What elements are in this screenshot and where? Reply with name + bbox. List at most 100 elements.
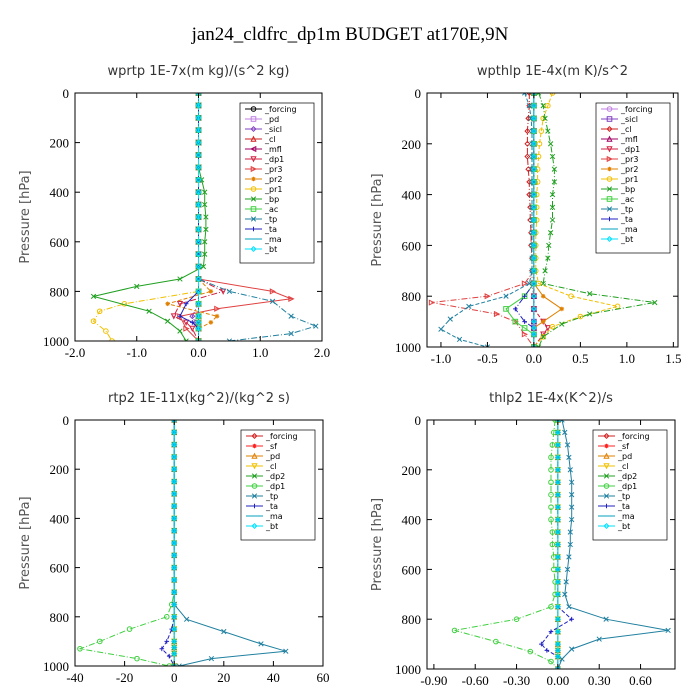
legend-marker bbox=[250, 156, 257, 163]
data-point bbox=[563, 579, 569, 585]
legend-marker bbox=[252, 443, 257, 449]
legend-marker bbox=[250, 145, 257, 153]
data-point bbox=[554, 479, 561, 486]
legend: _forcing_sf_pd_cl_dp2_dp1_tp_ta_ma_bt bbox=[240, 429, 316, 541]
data-point bbox=[554, 616, 561, 623]
data-point bbox=[548, 629, 554, 634]
data-point bbox=[183, 325, 190, 332]
legend-box bbox=[240, 429, 316, 541]
data-point bbox=[163, 614, 170, 620]
data-point bbox=[134, 655, 140, 662]
legend-label: _mfl bbox=[264, 145, 282, 154]
data-point bbox=[530, 255, 537, 262]
data-point bbox=[202, 201, 208, 208]
legend-label: _cl bbox=[265, 462, 277, 471]
legend-label: _dp1 bbox=[620, 145, 640, 154]
data-point bbox=[521, 331, 529, 338]
data-point bbox=[159, 646, 165, 652]
data-point bbox=[554, 466, 561, 473]
legend-label: _pr2 bbox=[620, 165, 638, 174]
data-point bbox=[288, 330, 294, 337]
legend-label: _cl bbox=[264, 135, 276, 144]
y-tick-label: 600 bbox=[50, 235, 70, 250]
data-point bbox=[577, 313, 584, 320]
data-point bbox=[288, 295, 295, 302]
x-tick-label: -20 bbox=[116, 670, 133, 685]
data-point bbox=[90, 318, 97, 324]
legend-label: _cl bbox=[617, 462, 629, 471]
data-point bbox=[554, 441, 561, 448]
data-point bbox=[195, 127, 202, 134]
data-point bbox=[538, 128, 545, 134]
data-point bbox=[530, 178, 537, 185]
data-point bbox=[493, 638, 499, 645]
legend-label: _bt bbox=[620, 235, 633, 244]
panel-3: rtp2 1E-11x(kg^2)/(kg^2 s) Pressure [hPa]… bbox=[18, 391, 330, 685]
data-point bbox=[530, 204, 537, 211]
data-point bbox=[554, 529, 561, 536]
data-point bbox=[171, 601, 178, 608]
legend-label: _sicl bbox=[264, 125, 282, 134]
data-point bbox=[171, 503, 178, 510]
y-tick-label: 800 bbox=[50, 610, 70, 625]
legend-marker bbox=[250, 165, 257, 173]
data-point bbox=[549, 529, 556, 535]
legend-label: _mfl bbox=[620, 135, 638, 144]
data-point bbox=[530, 343, 537, 347]
data-point bbox=[171, 478, 178, 485]
data-point bbox=[547, 230, 554, 236]
plot-frame bbox=[74, 419, 324, 667]
data-point bbox=[554, 641, 561, 648]
data-point bbox=[208, 289, 214, 294]
y-tick-label: 800 bbox=[50, 284, 70, 299]
data-point bbox=[569, 492, 575, 498]
data-point bbox=[195, 275, 202, 283]
data-point bbox=[569, 646, 575, 652]
data-point bbox=[521, 93, 528, 96]
data-point bbox=[562, 591, 568, 597]
data-point bbox=[183, 338, 189, 341]
data-point bbox=[542, 115, 548, 122]
legend-marker bbox=[251, 493, 258, 499]
data-point bbox=[559, 420, 565, 423]
data-point bbox=[569, 504, 575, 510]
data-point bbox=[109, 338, 115, 341]
legend-label: _pr2 bbox=[264, 175, 282, 184]
data-point bbox=[513, 306, 518, 312]
series-line-pr2 bbox=[165, 93, 218, 341]
data-point bbox=[544, 648, 550, 653]
data-point bbox=[569, 479, 575, 485]
legend-marker bbox=[250, 135, 257, 142]
legend-marker bbox=[251, 473, 258, 479]
data-point bbox=[530, 293, 537, 300]
legend-marker bbox=[251, 463, 258, 470]
data-point bbox=[564, 566, 571, 573]
data-point bbox=[567, 529, 573, 535]
x-tick-label: 0.60 bbox=[629, 673, 652, 688]
y-axis-label: Pressure [hPa] bbox=[18, 496, 33, 589]
data-point bbox=[195, 288, 202, 295]
data-point bbox=[548, 467, 554, 473]
legend-label: _dp1 bbox=[617, 482, 637, 491]
data-point bbox=[554, 665, 561, 669]
data-point bbox=[530, 153, 537, 160]
y-tick-label: 0 bbox=[63, 413, 70, 428]
y-tick-label: 600 bbox=[402, 238, 422, 253]
data-point bbox=[545, 255, 551, 261]
data-point bbox=[288, 313, 294, 319]
y-tick-label: 0 bbox=[415, 413, 422, 428]
legend-box bbox=[592, 429, 668, 541]
data-point bbox=[564, 442, 571, 448]
legend-label: _sf bbox=[617, 442, 629, 451]
data-point bbox=[559, 321, 565, 327]
legend-label: _dp1 bbox=[265, 482, 285, 491]
data-point bbox=[530, 267, 537, 274]
data-point bbox=[540, 103, 546, 109]
data-point bbox=[555, 666, 561, 669]
y-axis-label: Pressure [hPa] bbox=[370, 498, 385, 591]
y-axis-label: Pressure [hPa] bbox=[18, 170, 33, 263]
data-point bbox=[554, 647, 561, 654]
data-point bbox=[203, 226, 209, 233]
data-point bbox=[554, 603, 561, 610]
data-point bbox=[554, 516, 561, 523]
